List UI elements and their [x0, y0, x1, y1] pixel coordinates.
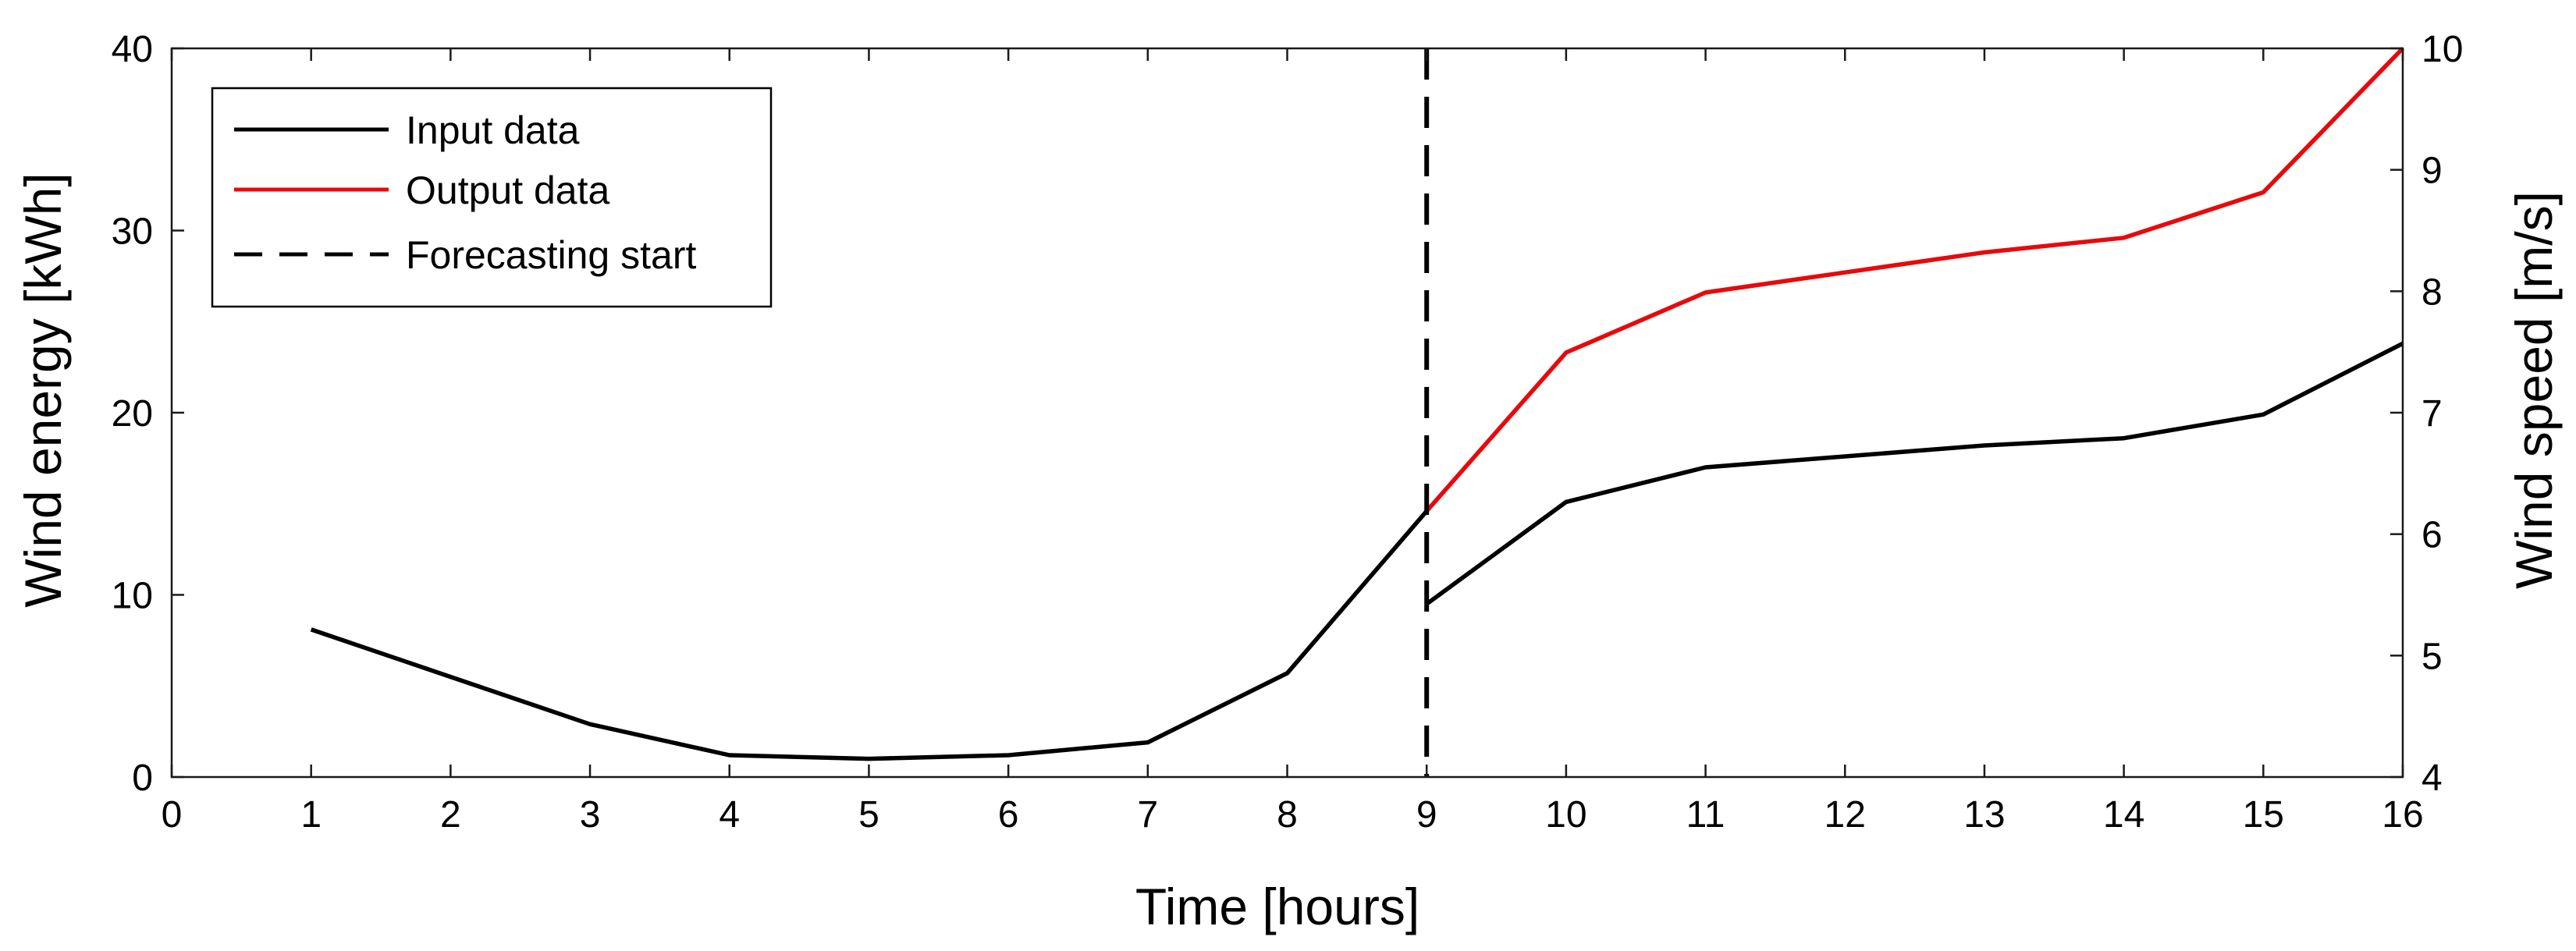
x-tick-label: 8: [1277, 794, 1298, 836]
plot-data-layer: [310, 47, 2404, 777]
x-tick-label: 9: [1416, 794, 1437, 836]
x-tick-label: 10: [1545, 794, 1586, 836]
right-y-tick-label: 7: [2421, 393, 2443, 435]
x-tick-label: 3: [580, 794, 601, 836]
legend-label-forecast: Forecasting start: [406, 233, 696, 277]
legend-box: [211, 87, 773, 308]
left-y-tick-label: 40: [112, 29, 153, 70]
x-tick-label: 6: [998, 794, 1019, 836]
right-y-tick-label: 6: [2421, 515, 2443, 556]
x-tick-label: 11: [1686, 794, 1725, 836]
output-series-line-0: [1425, 47, 2404, 513]
x-tick-label: 14: [2103, 794, 2144, 836]
right-y-tick-label: 8: [2421, 271, 2443, 313]
x-tick-label: 12: [1825, 794, 1866, 836]
input-series-line-1: [1425, 341, 2404, 606]
right-y-tick-label: 5: [2421, 636, 2443, 677]
input-series-line-0: [310, 509, 1429, 761]
left-y-axis-title: Wind energy [kWh]: [14, 172, 72, 608]
x-tick-label: 16: [2382, 794, 2423, 836]
x-tick-label: 5: [858, 794, 879, 836]
left-y-tick-label: 20: [112, 393, 153, 435]
x-tick-label: 0: [162, 794, 183, 836]
left-y-tick-label: 0: [132, 758, 153, 799]
right-y-tick-label: 4: [2421, 758, 2443, 799]
x-tick-label: 7: [1137, 794, 1158, 836]
x-tick-label: 1: [300, 794, 322, 836]
x-tick-label: 4: [719, 794, 740, 836]
legend-label-output: Output data: [406, 169, 609, 212]
x-tick-label: 13: [1963, 794, 2005, 836]
right-y-tick-label: 10: [2421, 29, 2463, 70]
legend: Input data Output data Forecasting start: [211, 87, 773, 308]
axes-layer: 0 1 2 3 4 5 6 7 8 9 10 11 12 13 14 15 160102030404567891…: [112, 29, 2464, 836]
right-y-tick-label: 9: [2421, 151, 2443, 192]
x-tick-label: 2: [440, 794, 461, 836]
right-y-axis-title: Wind speed [m/s]: [2505, 191, 2563, 589]
legend-label-input: Input data: [406, 108, 580, 152]
x-axis-title: Time [hours]: [1135, 878, 1419, 935]
left-y-tick-label: 30: [112, 211, 153, 253]
left-y-tick-label: 10: [112, 576, 153, 617]
x-tick-label: 15: [2243, 794, 2284, 836]
